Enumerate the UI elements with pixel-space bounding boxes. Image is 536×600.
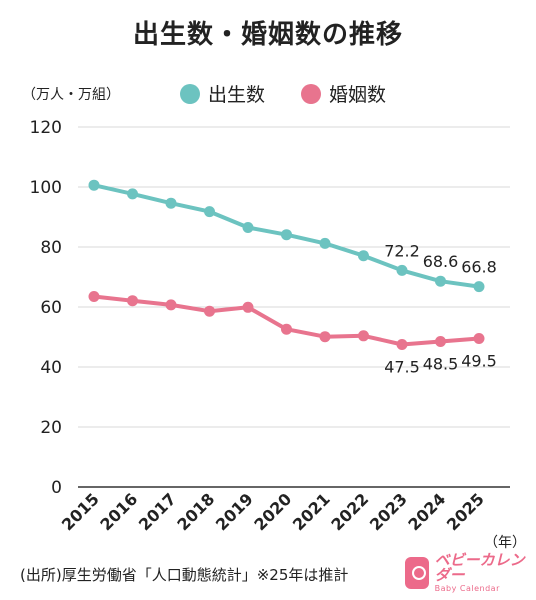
x-axis-unit-label: （年）: [484, 535, 526, 551]
data-point-births: [204, 206, 215, 218]
data-label-births: 68.6: [423, 252, 459, 271]
brand-logo: ベビーカレンダー Baby Calendar: [405, 553, 536, 593]
y-tick-label: 40: [40, 358, 62, 378]
brand-logo-text: ベビーカレンダー: [434, 551, 525, 584]
x-tick-label: 2025: [443, 489, 488, 534]
y-tick-label: 20: [40, 418, 62, 438]
brand-logo-icon: [405, 557, 429, 589]
legend-label-marriages: 婚姻数: [329, 84, 387, 106]
legend-item-births: 出生数: [180, 80, 265, 107]
legend: 出生数 婚姻数: [180, 80, 386, 107]
data-label-marriages: 47.5: [384, 358, 420, 377]
data-point-marriages: [358, 330, 369, 342]
data-point-births: [473, 281, 485, 293]
legend-swatch-marriages: [301, 83, 322, 104]
x-tick-label: 2021: [289, 489, 334, 534]
data-point-marriages: [396, 339, 408, 350]
data-label-marriages: 49.5: [461, 352, 497, 371]
data-point-marriages: [127, 295, 138, 307]
data-point-births: [127, 188, 138, 200]
data-point-births: [242, 222, 254, 233]
source-note: (出所)厚生労働省「人口動態統計」※25年は推計: [20, 566, 349, 584]
legend-label-births: 出生数: [208, 84, 266, 106]
data-point-births: [358, 250, 369, 262]
y-axis-unit-label: （万人・万組）: [22, 87, 120, 103]
x-tick-label: 2019: [212, 489, 257, 534]
series-line-marriages: [93, 294, 480, 347]
data-point-marriages: [88, 291, 100, 302]
data-label-marriages: 48.5: [423, 355, 459, 374]
data-point-births: [165, 197, 177, 209]
data-point-births: [319, 237, 331, 249]
chart-title: 出生数・婚姻数の推移: [132, 20, 403, 50]
x-tick-label: 2017: [135, 489, 180, 534]
x-tick-label: 2018: [173, 489, 218, 534]
data-point-marriages: [281, 323, 292, 335]
data-point-births: [396, 264, 408, 276]
y-tick-label: 60: [40, 298, 62, 318]
x-tick-label: 2022: [327, 489, 372, 534]
data-label-births: 66.8: [461, 258, 497, 277]
data-point-births: [435, 275, 446, 287]
data-point-marriages: [473, 333, 485, 344]
data-point-marriages: [242, 301, 254, 313]
brand-logo-subtext: Baby Calendar: [434, 584, 500, 593]
y-tick-label: 100: [30, 178, 62, 198]
legend-item-marriages: 婚姻数: [301, 80, 386, 107]
y-tick-label: 120: [30, 118, 62, 138]
x-tick-label: 2024: [404, 489, 449, 534]
x-tick-label: 2015: [58, 489, 103, 534]
data-point-births: [281, 229, 292, 241]
x-tick-label: 2023: [366, 489, 411, 534]
x-tick-label: 2020: [250, 489, 295, 534]
data-point-marriages: [165, 299, 177, 311]
data-point-marriages: [204, 305, 215, 317]
data-label-births: 72.2: [384, 241, 420, 260]
y-tick-label: 0: [51, 478, 62, 498]
data-point-marriages: [435, 336, 446, 347]
y-tick-label: 80: [40, 238, 62, 258]
x-tick-label: 2016: [96, 489, 141, 534]
legend-swatch-births: [180, 83, 200, 104]
data-point-marriages: [319, 331, 331, 343]
data-point-births: [88, 179, 100, 191]
